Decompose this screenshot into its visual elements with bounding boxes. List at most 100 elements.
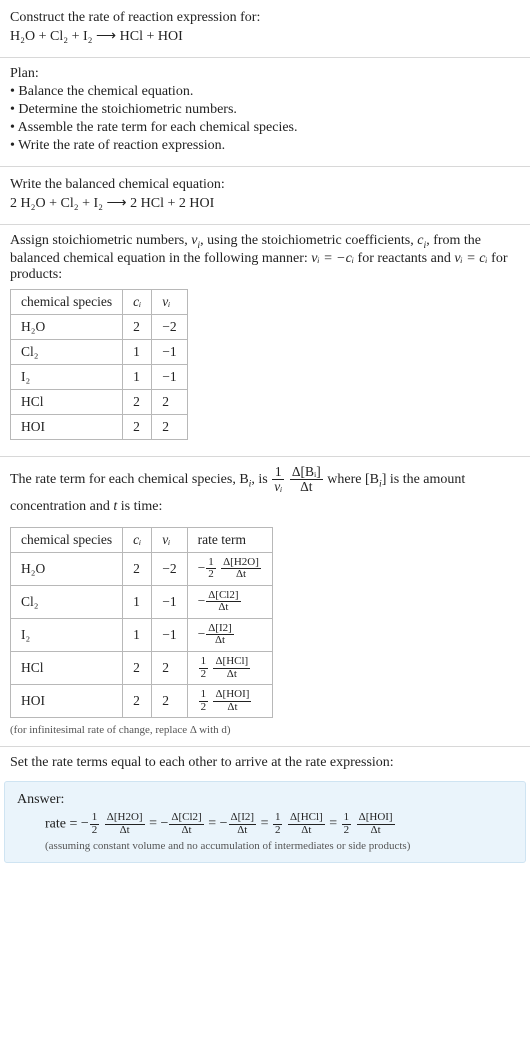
frac-num: Δ[Cl2] [169, 812, 203, 825]
cell-c: 2 [123, 314, 152, 339]
relation-reactants: νᵢ = −cᵢ [311, 251, 354, 266]
fraction: 12 [199, 689, 209, 713]
sign: − [81, 816, 89, 831]
text-fragment: Assign stoichiometric numbers, [10, 233, 191, 248]
answer-equation: rate = −12 Δ[H2O]Δt = −Δ[Cl2]Δt = −Δ[I2]… [45, 812, 513, 836]
col-c: cᵢ [123, 527, 152, 552]
col-rate-term: rate term [187, 527, 272, 552]
answer-label: Answer: [17, 792, 513, 808]
plan-item: • Assemble the rate term for each chemic… [10, 120, 520, 136]
frac-den: Δt [169, 825, 203, 837]
sign: − [220, 816, 228, 831]
fraction: Δ[HOI]Δt [213, 689, 251, 713]
cell-species: HCl [11, 389, 123, 414]
col-c: cᵢ [123, 289, 152, 314]
cell-species: Cl₂ [11, 585, 123, 618]
cell-c: 2 [123, 389, 152, 414]
answer-box: Answer: rate = −12 Δ[H2O]Δt = −Δ[Cl2]Δt … [4, 781, 526, 863]
text-fragment: , is [251, 472, 271, 487]
cell-nu: −2 [152, 314, 187, 339]
text-fragment: is time: [117, 499, 162, 514]
table-header-row: chemical species cᵢ νᵢ [11, 289, 188, 314]
frac-den: 2 [199, 669, 209, 681]
frac-num: 1 [90, 812, 100, 825]
fraction: Δ[Cl2]Δt [169, 812, 203, 836]
cell-species: Cl₂ [11, 339, 123, 364]
sign: − [198, 593, 206, 608]
frac-den: Δt [206, 635, 234, 647]
cell-rate-term: 12 Δ[HCl]Δt [187, 652, 272, 685]
balanced-equation: 2 H₂O + Cl₂ + I₂ ⟶ 2 HCl + 2 HOI [10, 195, 520, 212]
frac-num: 1 [342, 812, 352, 825]
fraction: 12 [206, 557, 216, 581]
frac-den: νᵢ [272, 480, 284, 494]
frac-den: Δt [229, 825, 257, 837]
intro-line1: Construct the rate of reaction expressio… [10, 10, 520, 26]
fraction: Δ[HCl]Δt [288, 812, 325, 836]
intro-equation: H₂O + Cl₂ + I₂ ⟶ HCl + HOI [10, 28, 520, 45]
cell-nu: −2 [152, 552, 187, 585]
col-nu: νᵢ [152, 289, 187, 314]
cell-c: 1 [123, 364, 152, 389]
frac-den: Δt [288, 825, 325, 837]
frac-num: Δ[HOI] [357, 812, 395, 825]
fraction: 12 [199, 656, 209, 680]
cell-nu: 2 [152, 389, 187, 414]
stoich-text: Assign stoichiometric numbers, νi, using… [10, 233, 520, 283]
cell-species: I₂ [11, 618, 123, 651]
cell-nu: −1 [152, 618, 187, 651]
text-fragment: where [B [327, 472, 379, 487]
cell-c: 1 [123, 585, 152, 618]
frac-den: 2 [199, 702, 209, 714]
table-row: HOI2212 Δ[HOI]Δt [11, 685, 273, 718]
frac-num: 1 [273, 812, 283, 825]
cell-nu: −1 [152, 339, 187, 364]
sign: − [198, 626, 206, 641]
plan-item: • Determine the stoichiometric numbers. [10, 102, 520, 118]
table-row: I₂ 1 −1 [11, 364, 188, 389]
rate-text: The rate term for each chemical species,… [10, 465, 520, 521]
balanced-line1: Write the balanced chemical equation: [10, 177, 520, 193]
sign: − [160, 816, 168, 831]
frac-den: Δt [213, 702, 251, 714]
plan-item: • Write the rate of reaction expression. [10, 138, 520, 154]
plan-section: Plan: • Balance the chemical equation. •… [0, 58, 530, 166]
frac-num: Δ[HCl] [288, 812, 325, 825]
stoich-section: Assign stoichiometric numbers, νi, using… [0, 225, 530, 456]
cell-nu: −1 [152, 364, 187, 389]
table-row: I₂1−1−Δ[I2]Δt [11, 618, 273, 651]
table-row: Cl₂1−1−Δ[Cl2]Δt [11, 585, 273, 618]
col-nu: νᵢ [152, 527, 187, 552]
cell-c: 2 [123, 685, 152, 718]
frac-den: Δt [357, 825, 395, 837]
cell-nu: 2 [152, 685, 187, 718]
fraction: Δ[H2O]Δt [105, 812, 145, 836]
cell-rate-term: −Δ[Cl2]Δt [187, 585, 272, 618]
rate-table: chemical species cᵢ νᵢ rate term H₂O2−2−… [10, 527, 273, 718]
cell-nu: 2 [152, 414, 187, 439]
frac-den: Δt [213, 669, 250, 681]
frac-num: Δ[I2] [229, 812, 257, 825]
cell-nu: −1 [152, 585, 187, 618]
col-species: chemical species [11, 527, 123, 552]
frac-num: 1 [272, 465, 284, 480]
frac-num: 1 [199, 656, 209, 669]
fraction: 12 [90, 812, 100, 836]
frac-den: 2 [206, 569, 216, 581]
fraction: 12 [273, 812, 283, 836]
cell-c: 1 [123, 339, 152, 364]
frac-num: Δ[HCl] [213, 656, 250, 669]
frac-num: Δ[Bᵢ] [290, 465, 323, 480]
final-section: Set the rate terms equal to each other t… [0, 747, 530, 775]
cell-species: HOI [11, 685, 123, 718]
cell-c: 2 [123, 652, 152, 685]
cell-species: H₂O [11, 552, 123, 585]
table-header-row: chemical species cᵢ νᵢ rate term [11, 527, 273, 552]
frac-one-over-nu: 1 νᵢ [272, 465, 284, 494]
frac-den: 2 [342, 825, 352, 837]
frac-num: Δ[H2O] [105, 812, 145, 825]
cell-c: 1 [123, 618, 152, 651]
frac-num: Δ[HOI] [213, 689, 251, 702]
nu-symbol: νi [191, 233, 200, 248]
cell-species: HCl [11, 652, 123, 685]
